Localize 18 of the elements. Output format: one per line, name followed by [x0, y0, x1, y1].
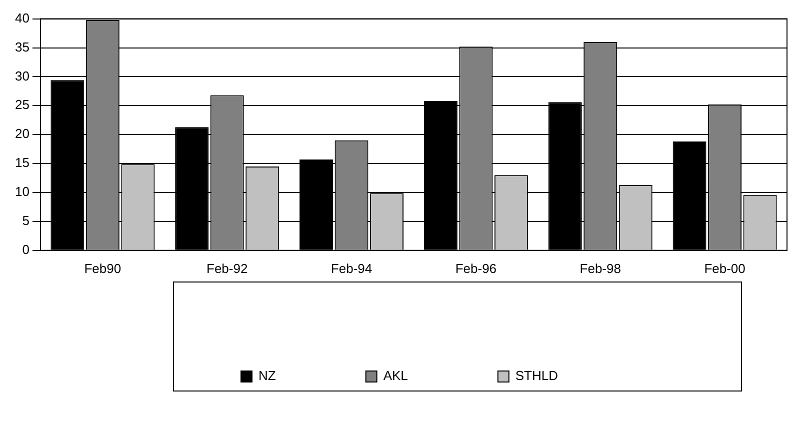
- x-tick-label: Feb-98: [580, 260, 621, 276]
- x-tick-label: Feb-94: [330, 260, 372, 276]
- x-tick-label: Feb-92: [206, 260, 248, 276]
- legend-label: NZ: [258, 368, 276, 384]
- y-tick-label: 20: [14, 126, 30, 142]
- y-tick-label: 15: [14, 155, 30, 170]
- legend-label: STHLD: [515, 368, 558, 384]
- y-tick-label: 40: [14, 10, 30, 26]
- y-tick-label: 0: [22, 242, 30, 257]
- y-tick-label: 5: [22, 213, 30, 228]
- y-tick-label: 10: [14, 184, 30, 200]
- y-tick-label: 25: [14, 97, 30, 112]
- y-tick-label: 30: [14, 68, 30, 84]
- legend-label: AKL: [383, 368, 408, 384]
- y-tick-label: 35: [14, 39, 30, 54]
- x-tick-label: Feb-96: [455, 260, 497, 276]
- x-tick-label: Feb-00: [704, 260, 746, 276]
- x-tick-label: Feb90: [84, 260, 122, 276]
